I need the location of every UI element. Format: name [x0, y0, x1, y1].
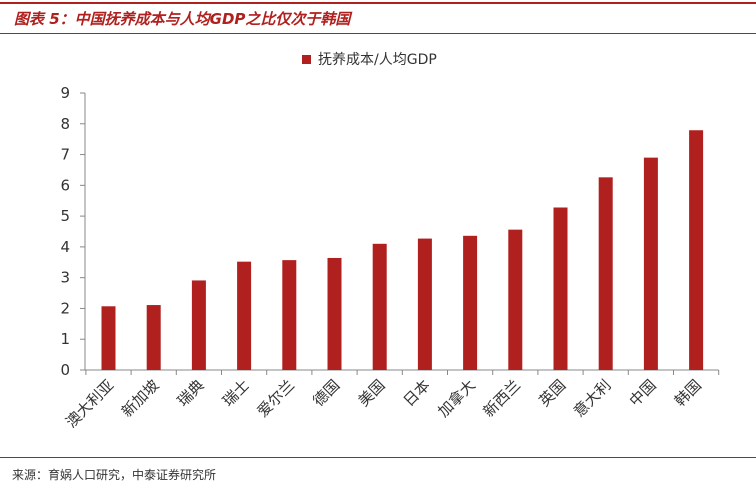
bar: [146, 305, 161, 370]
figure-title: 图表 5：中国抚养成本与人均GDP之比仅次于韩国: [14, 10, 351, 28]
bar-chart: 抚养成本/人均GDP 0 1 2 3 4 5 6 7 8 9 澳大利亚 新加坡 瑞典 瑞士 爱尔兰 德国 美国…: [60, 52, 720, 431]
bar: [463, 235, 478, 370]
bar: [643, 157, 658, 370]
chart-bars: [101, 130, 704, 370]
y-tick-label: 6: [60, 176, 70, 194]
x-tick-label: 澳大利亚: [62, 376, 117, 431]
x-tick-label: 瑞典: [174, 376, 208, 410]
bar: [191, 280, 206, 370]
y-tick-label: 8: [60, 115, 70, 133]
bar: [101, 306, 116, 370]
x-tick-label: 瑞士: [219, 376, 253, 410]
header-bottom-rule: [0, 33, 756, 34]
bar: [689, 130, 704, 370]
x-tick-label: 新加坡: [118, 376, 163, 421]
x-tick-label: 韩国: [671, 376, 705, 410]
legend-swatch: [302, 55, 311, 64]
bar: [237, 261, 252, 370]
x-tick-label: 中国: [626, 376, 660, 410]
header-top-rule: [0, 2, 756, 4]
x-tick-label: 美国: [355, 376, 389, 410]
y-tick-label: 0: [60, 361, 70, 379]
y-tick-label: 1: [60, 330, 70, 348]
bar: [598, 177, 613, 370]
bar: [327, 257, 342, 370]
y-tick-label: 9: [60, 84, 70, 102]
x-tick-label: 日本: [400, 376, 434, 410]
y-tick-label: 4: [60, 238, 70, 256]
bar: [553, 207, 568, 370]
chart-legend: 抚养成本/人均GDP: [302, 52, 437, 68]
chart-axes: 0 1 2 3 4 5 6 7 8 9: [60, 84, 720, 379]
bar: [508, 229, 523, 370]
bar: [372, 243, 387, 370]
figure-header: 图表 5：中国抚养成本与人均GDP之比仅次于韩国: [0, 0, 756, 36]
source-note: 来源：育娲人口研究，中泰证券研究所: [12, 468, 217, 482]
y-tick-label: 3: [60, 269, 70, 287]
x-tick-label: 加拿大: [434, 376, 479, 421]
x-tick-label: 英国: [535, 376, 569, 410]
y-tick-label: 7: [60, 146, 70, 164]
x-tick-label: 新西兰: [480, 376, 525, 421]
x-tick-label: 德国: [309, 376, 343, 410]
y-tick-label: 2: [60, 299, 70, 317]
x-tick-label: 爱尔兰: [254, 376, 299, 421]
bar: [282, 260, 297, 370]
bar: [417, 238, 432, 370]
y-tick-label: 5: [60, 207, 70, 225]
x-tick-labels: 澳大利亚 新加坡 瑞典 瑞士 爱尔兰 德国 美国 日本 加拿大 新西兰 英国 意大利 中国 韩国: [62, 376, 705, 431]
footer-rule: [0, 457, 756, 458]
legend-label: 抚养成本/人均GDP: [318, 52, 437, 68]
x-tick-label: 意大利: [570, 376, 615, 421]
